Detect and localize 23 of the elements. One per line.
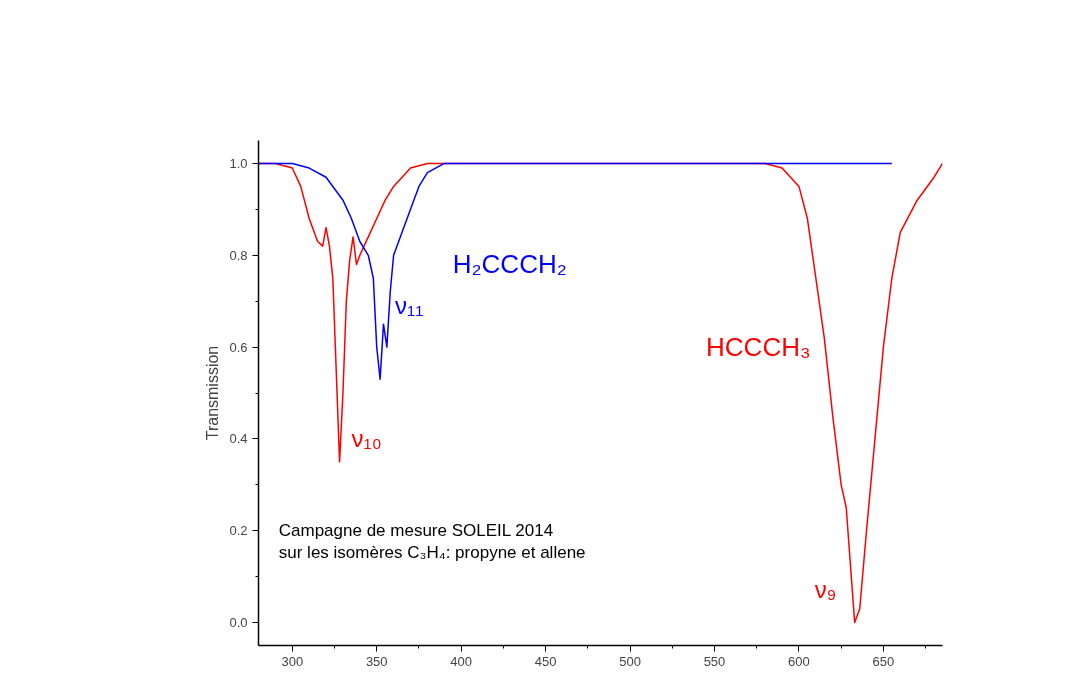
y-tick-label: 0.8 <box>229 247 248 263</box>
y-tick-label: 0.6 <box>229 339 248 355</box>
x-tick-label: 650 <box>872 653 895 669</box>
x-tick-label: 300 <box>281 653 304 669</box>
series-label: HCCCH₃ <box>706 332 811 363</box>
y-tick-label: 1.0 <box>229 155 248 171</box>
x-tick-label: 600 <box>788 653 810 669</box>
y-axis-title: Transmission <box>204 345 222 441</box>
text: H₂CCCH₂ <box>452 249 567 280</box>
x-tick-label: 400 <box>450 653 473 669</box>
y-tick-label: 0.2 <box>229 523 248 539</box>
y-tick-label: 0.0 <box>229 615 248 631</box>
annotation: ν₁₁ <box>395 292 424 320</box>
annotation: sur les isomères C₃H₄: propyne et allene <box>278 543 586 563</box>
annotation: Campagne de mesure SOLEIL 2014 <box>278 521 554 541</box>
x-tick-label: 550 <box>703 653 726 669</box>
x-tick-label: 350 <box>365 653 388 669</box>
x-tick-label: 450 <box>534 653 557 669</box>
annotation: ν₉ <box>814 575 837 603</box>
line-series <box>258 162 893 380</box>
annotation: ν₁₀ <box>351 424 382 452</box>
x-tick-label: 500 <box>619 653 641 669</box>
y-tick-label: 0.4 <box>229 431 248 447</box>
